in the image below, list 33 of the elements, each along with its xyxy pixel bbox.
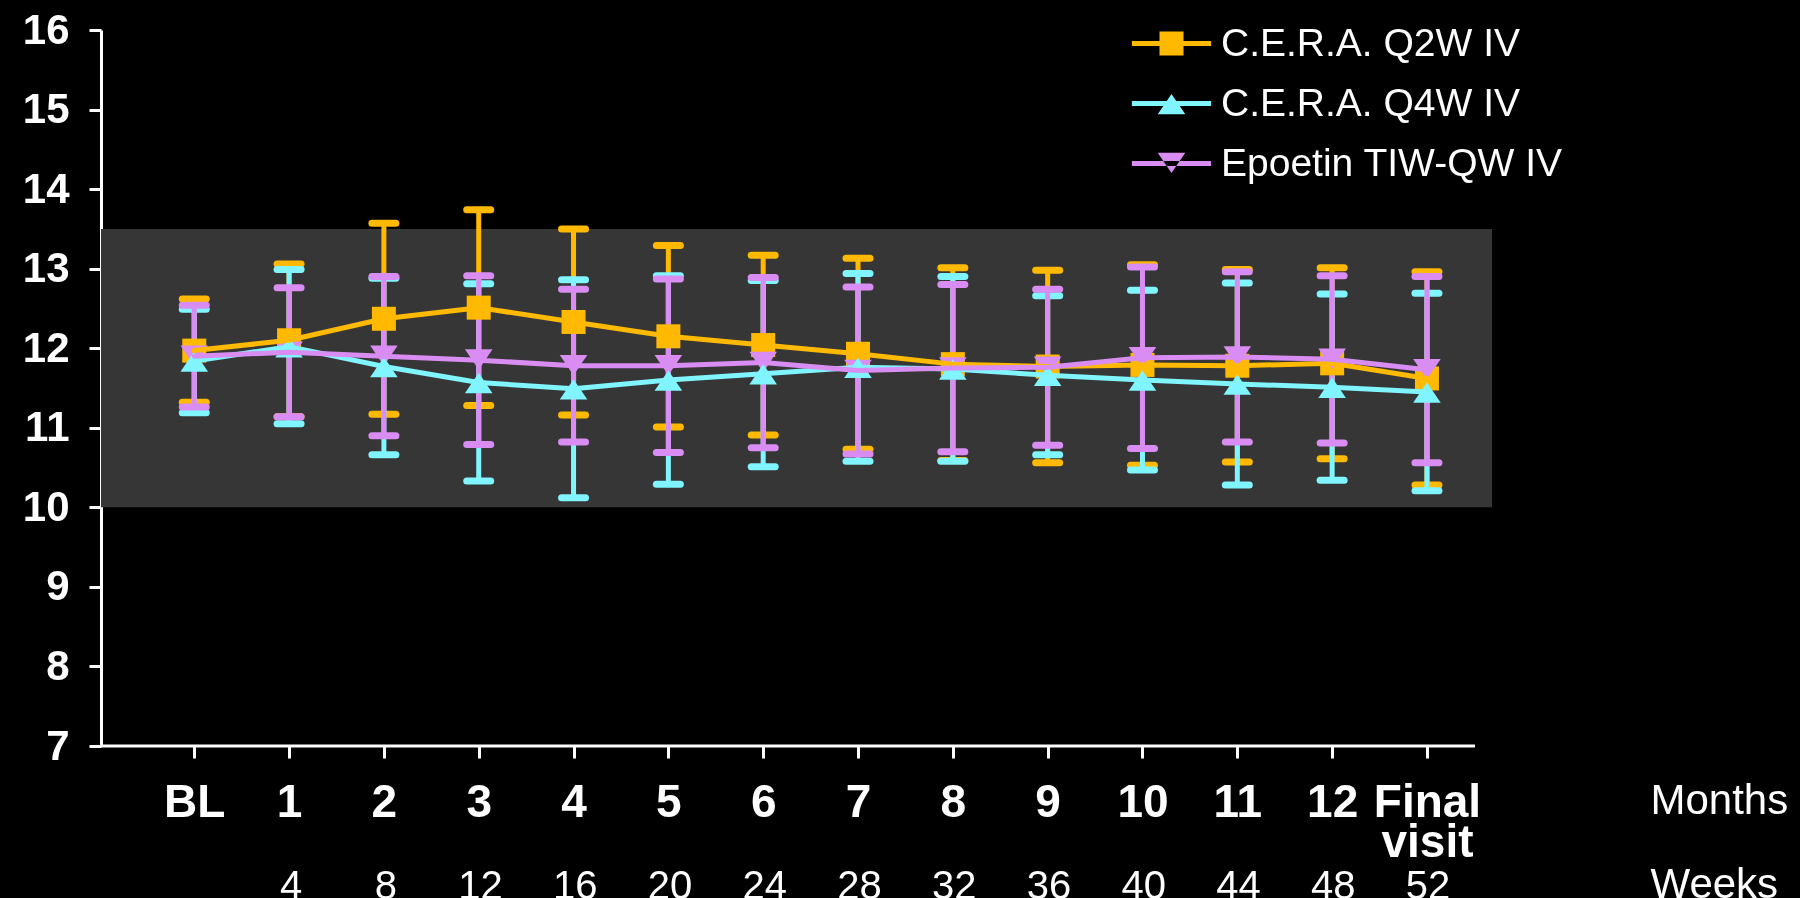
x-tick-label: BL xyxy=(164,774,226,827)
x2-tick-label: 12 xyxy=(458,862,503,898)
x-tick-label: 3 xyxy=(466,774,493,827)
x2-tick-label: 44 xyxy=(1216,862,1261,898)
y-tick-label: 7 xyxy=(46,721,70,769)
x-tick-label: Final visit xyxy=(1373,774,1482,867)
y-tick-label: 16 xyxy=(22,5,70,53)
y-tick-label: 15 xyxy=(22,85,70,133)
x-tick-label: 12 xyxy=(1307,774,1359,827)
x-tick-label: 6 xyxy=(750,774,777,827)
y-tick-label: 11 xyxy=(25,403,70,451)
x2-axis-title: Weeks xyxy=(1650,859,1779,898)
x-tick-label: 10 xyxy=(1117,774,1169,827)
legend-label: C.E.R.A. Q4W IV xyxy=(1221,80,1521,124)
x-tick-label: 4 xyxy=(561,774,588,827)
y-tick-label: 10 xyxy=(22,482,70,530)
x2-tick-label: 24 xyxy=(742,862,788,898)
x-tick-label: 1 xyxy=(276,774,303,827)
x-tick-label: 11 xyxy=(1213,774,1263,827)
x-tick-label: 5 xyxy=(656,774,682,827)
y-tick-label: 12 xyxy=(22,323,70,371)
y-tick-label: 8 xyxy=(46,641,70,689)
x2-tick-label: 4 xyxy=(279,862,303,898)
legend-label: Epoetin TIW-QW IV xyxy=(1221,140,1562,184)
x-tick-label: 8 xyxy=(940,774,967,827)
x-axis-title: Months xyxy=(1650,775,1789,823)
legend-label: C.E.R.A. Q2W IV xyxy=(1221,20,1521,64)
y-tick-label: 9 xyxy=(46,562,70,610)
x-tick-label: 9 xyxy=(1035,774,1061,827)
x-tick-label: 7 xyxy=(845,774,872,827)
y-tick-label: 14 xyxy=(22,164,71,212)
y-tick-label: 13 xyxy=(22,244,70,292)
x-tick-label: 2 xyxy=(371,774,398,827)
